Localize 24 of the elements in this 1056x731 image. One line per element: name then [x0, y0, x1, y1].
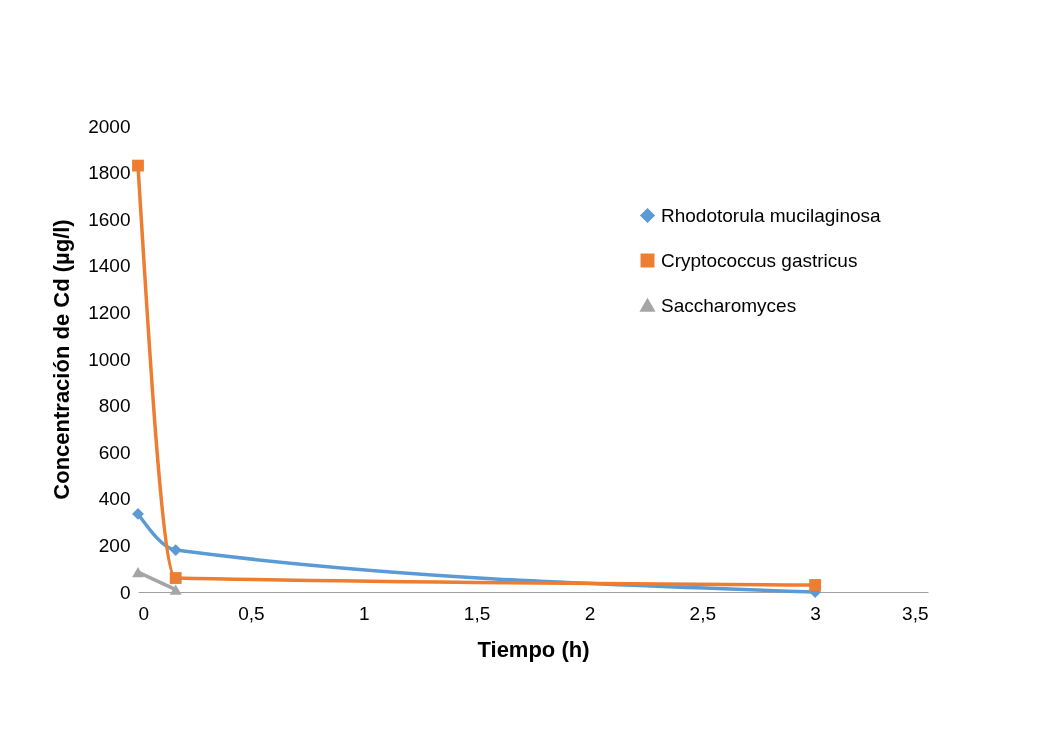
y-tick-label: 400 — [98, 488, 131, 510]
x-axis-title: Tiempo (h) — [477, 636, 590, 662]
x-tick-label: 1 — [358, 602, 370, 624]
x-tick-label: 0 — [138, 602, 150, 624]
y-tick-label: 2000 — [88, 115, 131, 137]
x-tick-label: 2,5 — [689, 602, 716, 624]
x-tick-label: 0,5 — [238, 602, 265, 624]
legend-label: Cryptococcus gastricus — [661, 249, 858, 271]
y-tick-label: 600 — [98, 441, 131, 463]
x-tick-label: 3,5 — [902, 602, 929, 624]
y-tick-label: 1400 — [88, 255, 131, 277]
y-tick-label: 800 — [98, 395, 131, 417]
x-tick-label: 2 — [584, 602, 596, 624]
y-axis-title: Concentración de Cd (µg/l) — [49, 219, 75, 500]
y-tick-label: 0 — [119, 581, 131, 603]
y-tick-label: 1800 — [88, 162, 131, 184]
y-tick-label: 1200 — [88, 301, 131, 323]
y-tick-label: 200 — [98, 534, 131, 556]
y-tick-label: 1000 — [88, 348, 131, 370]
y-tick-label: 1600 — [88, 208, 131, 230]
legend-label: Saccharomyces — [661, 294, 797, 316]
x-tick-label: 3 — [810, 602, 821, 624]
legend-label: Rhodotorula mucilaginosa — [661, 204, 882, 226]
x-tick-label: 1,5 — [463, 602, 491, 624]
